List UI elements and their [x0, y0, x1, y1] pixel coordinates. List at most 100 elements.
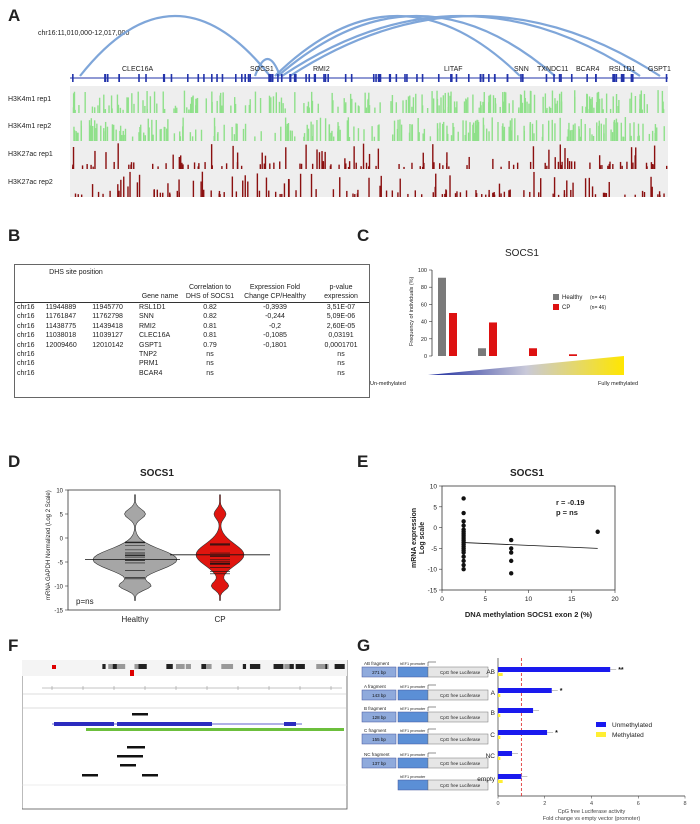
signal-peak: [306, 106, 309, 114]
signal-peak: [491, 117, 493, 141]
scatter-point: [461, 567, 466, 572]
signal-peak: [259, 164, 262, 169]
signal-peak: [554, 123, 556, 141]
x-category-label: CP: [214, 615, 225, 624]
signal-peak: [441, 123, 444, 141]
y-tick-label: 5: [60, 513, 64, 519]
signal-peak: [105, 152, 107, 169]
signal-peak: [643, 192, 646, 197]
signal-peak: [500, 193, 502, 197]
signal-peak: [657, 194, 659, 197]
signal-peak: [310, 173, 313, 197]
exon-mark: [467, 74, 470, 82]
y-tick-label: -15: [54, 609, 63, 615]
signal-peak: [548, 106, 551, 114]
signal-peak: [331, 92, 333, 114]
fragment-box: [361, 733, 397, 745]
signal-peak: [516, 162, 519, 169]
exon-mark: [586, 74, 588, 82]
y-tick-label: -5: [431, 546, 437, 553]
genome-browser-panel: CLEC16A SOCS1 RMI2 LITAF SNN TXNDC11 BCAR4 RSL1…: [8, 14, 671, 197]
signal-peak: [639, 108, 641, 114]
signal-peak: [632, 162, 634, 169]
signal-peak: [379, 102, 381, 114]
signal-peak: [282, 103, 284, 114]
signal-peak: [368, 92, 370, 114]
table-cell-fold: [237, 369, 313, 378]
signal-peak: [283, 183, 286, 197]
signal-peak: [270, 97, 272, 114]
signal-peak: [379, 185, 381, 197]
exon-mark: [615, 74, 618, 82]
exon-mark: [138, 74, 140, 82]
signal-peak: [608, 181, 610, 197]
signal-peak: [641, 190, 644, 197]
signal-peak: [432, 144, 434, 169]
signal-peak: [640, 104, 642, 114]
signal-peak: [268, 190, 270, 197]
tss-arrow: [427, 661, 436, 666]
bar-unmethylated: [498, 708, 534, 713]
signal-peak: [563, 190, 566, 197]
table-cell-corr: 0.82: [203, 313, 217, 321]
signal-peak: [624, 117, 627, 141]
signal-peak: [274, 132, 276, 141]
signal-peak: [123, 176, 125, 197]
signal-peak: [346, 120, 349, 141]
table-cell-p: ns: [337, 369, 345, 377]
signal-peak: [492, 158, 494, 169]
signal-peak: [159, 192, 162, 197]
signal-peak: [400, 124, 403, 141]
signal-peak: [523, 90, 526, 114]
signal-peak: [126, 97, 128, 114]
signal-peak: [108, 105, 110, 114]
exon-mark: [482, 74, 485, 82]
signal-peak: [124, 128, 127, 141]
table-cell-p: ns: [337, 351, 345, 359]
signal-peak: [630, 147, 633, 169]
exon-mark: [350, 74, 353, 82]
signal-peak: [533, 171, 535, 197]
signal-peak: [117, 184, 119, 197]
signal-peak: [353, 146, 355, 169]
bar-unmethylated: [498, 774, 522, 779]
signal-peak: [601, 98, 603, 114]
exon-mark: [241, 74, 243, 82]
signal-peak: [542, 124, 544, 141]
exon-mark: [308, 74, 311, 82]
signal-peak: [658, 191, 661, 197]
signal-peak: [557, 161, 560, 169]
signal-peak: [98, 97, 101, 114]
table-cell-p: 3,51E-07: [326, 304, 356, 311]
signal-peak: [572, 182, 574, 197]
signal-peak: [365, 107, 368, 114]
signal-peak: [73, 91, 76, 114]
signal-peak: [572, 124, 575, 141]
signal-peak: [531, 123, 534, 141]
signal-peak: [368, 153, 371, 169]
signal-peak: [324, 118, 327, 141]
signal-peak: [415, 93, 417, 114]
signal-peak: [254, 136, 256, 141]
signal-peak: [489, 94, 492, 114]
signal-peak: [310, 91, 313, 114]
signal-peak: [612, 96, 614, 114]
signal-peak: [254, 91, 257, 114]
exon-mark: [450, 74, 452, 82]
signal-peak: [261, 152, 263, 169]
exon-mark: [211, 74, 213, 82]
signal-peak: [438, 163, 441, 169]
bar-cp: [449, 313, 457, 356]
signal-peak: [652, 164, 654, 169]
table-cell-corr: ns: [206, 369, 214, 377]
signal-peak: [540, 178, 542, 197]
signal-peak: [165, 163, 167, 169]
signal-peak: [167, 183, 169, 197]
signal-peak: [405, 99, 407, 114]
exon-mark: [118, 74, 121, 82]
signal-peak: [559, 117, 561, 141]
signal-peak: [193, 162, 196, 169]
table-cell-gene: RSL1D1: [139, 304, 166, 311]
signal-peak: [444, 193, 446, 197]
signal-peak: [529, 161, 532, 169]
